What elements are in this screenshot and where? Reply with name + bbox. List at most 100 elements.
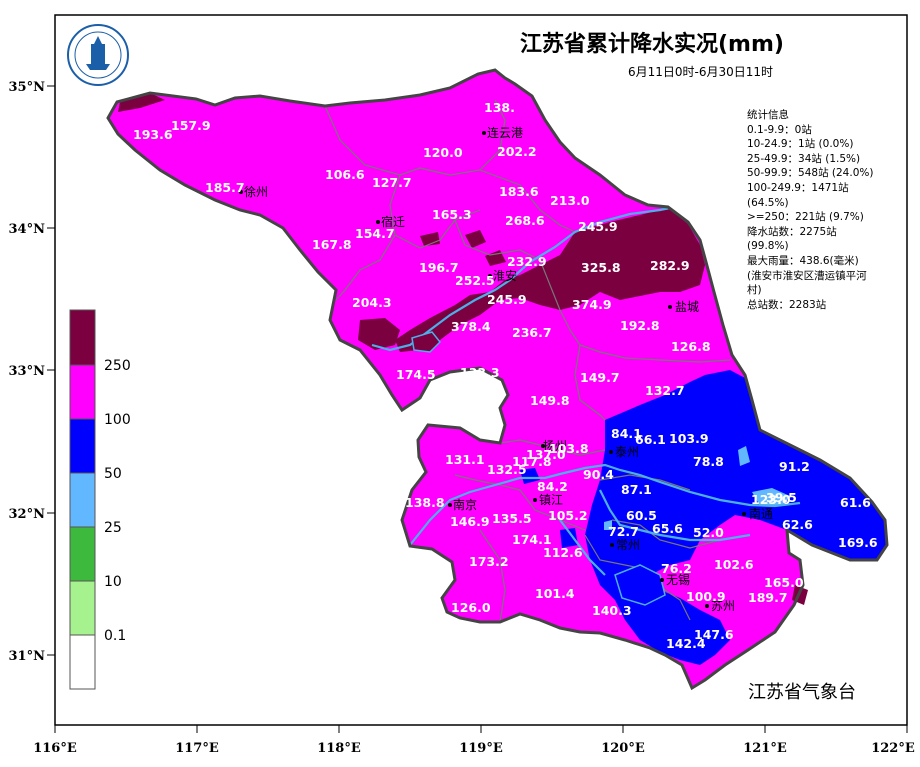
legend-swatch-100-250 [69,364,96,420]
station-value: 232.9 [507,254,547,269]
station-value: 142.4 [666,636,706,651]
station-value: 374.9 [572,297,612,312]
legend-swatch-50-100 [69,418,96,474]
station-value: 100.9 [686,589,726,604]
region-25-50 [604,446,790,530]
lake-hongze [411,331,442,353]
station-value: 378.4 [451,319,491,334]
stats-line: 0.1-9.9：0站 [747,123,812,136]
station-value: 39.5 [766,490,797,505]
stats-line: >=250：221站 (9.7%) [747,211,864,224]
city-label-nantong: 南通 [749,506,773,521]
station-value: 127.7 [372,175,412,190]
stats-line: (99.8%) [747,240,789,253]
station-value: 149.7 [580,370,620,385]
y-tick-label: 31°N [9,649,46,664]
station-value: 183.6 [499,184,539,199]
city-labels: 连云港 徐州 宿迁 淮安 盐城 扬州 泰州 南京 镇江 常州 南通 无锡 苏州 [239,125,773,613]
stats-line: (64.5%) [747,196,789,209]
legend-swatch-10-25 [69,526,96,582]
x-tick-label: 119°E [459,741,503,756]
x-tick-label: 120°E [601,741,645,756]
legend-label: 250 [104,358,131,374]
station-value: 126.8 [671,339,711,354]
city-label-huaian: 淮安 [493,268,517,283]
x-tick-label: 116°E [33,741,77,756]
map-title: 江苏省累计降水实况(mm) [520,32,784,57]
station-value: 103.9 [669,431,709,446]
map-subtitle: 6月11日0时-6月30日11时 [628,65,774,79]
legend-swatch-lt01 [69,634,96,690]
station-value: 123.0 [751,492,791,507]
station-value: 245.9 [487,292,527,307]
agency-logo [67,24,129,86]
y-tick-label: 32°N [9,507,46,522]
x-axis-ticks [54,725,908,733]
city-label-yancheng: 盐城 [675,300,699,314]
station-value: 112.6 [543,545,583,560]
station-value: 268.6 [505,213,545,228]
city-label-nanjing: 南京 [453,497,477,512]
legend-swatch-ge250 [69,309,96,366]
station-value: 61.6 [840,495,871,510]
station-value: 60.5 [626,508,657,523]
y-tick-label: 34°N [9,222,46,237]
city-label-wuxi: 无锡 [666,572,690,587]
station-value: 126.0 [451,600,491,615]
station-value: 189.7 [748,590,788,605]
station-value: 173.2 [469,554,509,569]
station-value: 132.5 [487,462,527,477]
province-outline [106,68,889,691]
station-value: 62.6 [782,517,813,532]
station-value: 165.3 [432,207,472,222]
stats-line: (淮安市淮安区漕运镇平河 [747,269,867,282]
x-tick-label: 117°E [175,741,219,756]
y-tick-label: 33°N [9,364,46,379]
station-value: 174.5 [396,367,436,382]
station-value: 146.9 [450,514,490,529]
station-value: 66.1 [635,432,666,447]
x-tick-label: 121°E [743,741,787,756]
city-label-changzhou: 常州 [616,538,640,552]
station-value: 196.7 [419,260,459,275]
stats-line: 25-49.9：34站 (1.5%) [747,152,861,165]
stats-line: 50-99.9：548站 (24.0%) [747,167,874,180]
station-value: 138.8 [405,495,445,510]
station-value: 167.8 [312,237,352,252]
station-value: 105.2 [548,508,588,523]
city-label-zhenjiang: 镇江 [539,493,563,507]
station-value: 252.5 [455,273,495,288]
city-label-xuzhou: 徐州 [244,184,268,199]
station-value: 103.8 [549,441,589,456]
legend-colorbar [69,309,96,690]
station-value: 106.6 [325,167,365,182]
station-value: 157.9 [171,118,211,133]
x-tick-label: 118°E [317,741,361,756]
legend-swatch-0-10 [69,580,96,636]
legend-label: 100 [104,412,131,428]
station-values: 193.6 157.9 138. 202.2 120.0 106.6 127.7… [133,100,878,651]
station-value: 84.2 [537,479,568,494]
station-value: 133.3 [460,365,500,380]
station-value: 147.6 [694,627,734,642]
city-label-yangzhou: 扬州 [543,438,567,453]
legend-label: 50 [104,466,122,482]
station-value: 192.8 [620,318,660,333]
station-value: 120.0 [423,145,463,160]
station-value: 137.0 [526,447,566,462]
station-value: 84.1 [611,426,642,441]
station-value: 102.6 [714,557,754,572]
station-value: 213.0 [550,193,590,208]
station-value: 78.8 [693,454,724,469]
station-value: 282.9 [650,258,690,273]
station-value: 117.8 [512,454,552,469]
station-value: 131.1 [445,452,485,467]
station-value: 91.2 [779,459,810,474]
station-value: 101.4 [535,586,575,601]
station-value: 135.5 [492,511,532,526]
city-label-suzhou: 苏州 [711,599,735,613]
stats-line: 降水站数：2275站 [747,225,837,238]
station-value: 202.2 [497,144,537,159]
